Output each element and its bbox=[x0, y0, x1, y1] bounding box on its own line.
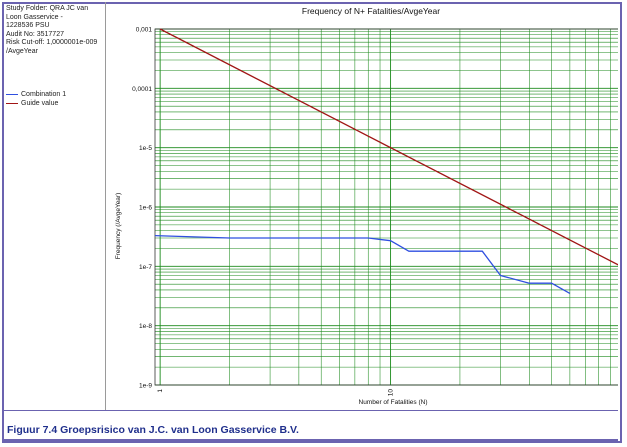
legend-swatch-combination bbox=[6, 94, 18, 95]
study-info-line: 1228536 PSU bbox=[6, 22, 50, 30]
series-line-guide-value bbox=[159, 28, 622, 267]
x-tick-label: 1 bbox=[157, 389, 164, 393]
fn-curve-chart: Frequency of N+ Fatalities/AvgeYear 0,00… bbox=[115, 6, 625, 406]
study-info-line: Risk Cut-off: 1,0000001e-009 bbox=[6, 39, 98, 47]
study-info-line: /AvgeYear bbox=[6, 47, 38, 55]
side-panel: Study Folder: QRA JC van Loon Gasservice… bbox=[2, 2, 106, 410]
grid-lines bbox=[155, 28, 622, 386]
study-info-line: Audit No: 3517727 bbox=[6, 30, 64, 38]
caption-divider bbox=[2, 410, 618, 411]
legend-label-guide: Guide value bbox=[21, 100, 59, 107]
y-tick-label: 0,001 bbox=[136, 27, 153, 34]
legend-item-guide: Guide value bbox=[6, 99, 106, 108]
x-tick-label: 10 bbox=[388, 389, 395, 397]
bottom-border bbox=[2, 439, 618, 441]
y-tick-label: 1e-8 bbox=[139, 323, 152, 330]
chart-area: Frequency of N+ Fatalities/AvgeYear 0,00… bbox=[106, 2, 625, 410]
series-line-combination-1 bbox=[154, 234, 571, 294]
legend-item-combination: Combination 1 bbox=[6, 90, 106, 99]
study-info-line: Loon Gasservice - bbox=[6, 13, 63, 21]
figure-caption: Figuur 7.4 Groepsrisico van J.C. van Loo… bbox=[7, 424, 299, 436]
y-tick-label: 1e-6 bbox=[139, 205, 152, 212]
study-info: Study Folder: QRA JC van Loon Gasservice… bbox=[6, 5, 106, 57]
y-axis-label: Frequency (/AvgeYear) bbox=[115, 193, 122, 259]
y-tick-label: 1e-7 bbox=[139, 264, 152, 271]
data-series bbox=[154, 28, 622, 294]
y-tick-label: 0,0001 bbox=[132, 86, 152, 93]
study-info-line: Study Folder: QRA JC van bbox=[6, 5, 89, 12]
y-tick-label: 1e-9 bbox=[139, 383, 152, 390]
legend: Combination 1 Guide value bbox=[6, 90, 106, 108]
chart-title: Frequency of N+ Fatalities/AvgeYear bbox=[302, 6, 440, 16]
x-axis-label: Number of Fatalities (N) bbox=[359, 399, 428, 406]
legend-swatch-guide bbox=[6, 103, 18, 104]
y-tick-label: 1e-5 bbox=[139, 145, 152, 152]
legend-label-combination: Combination 1 bbox=[21, 91, 67, 98]
